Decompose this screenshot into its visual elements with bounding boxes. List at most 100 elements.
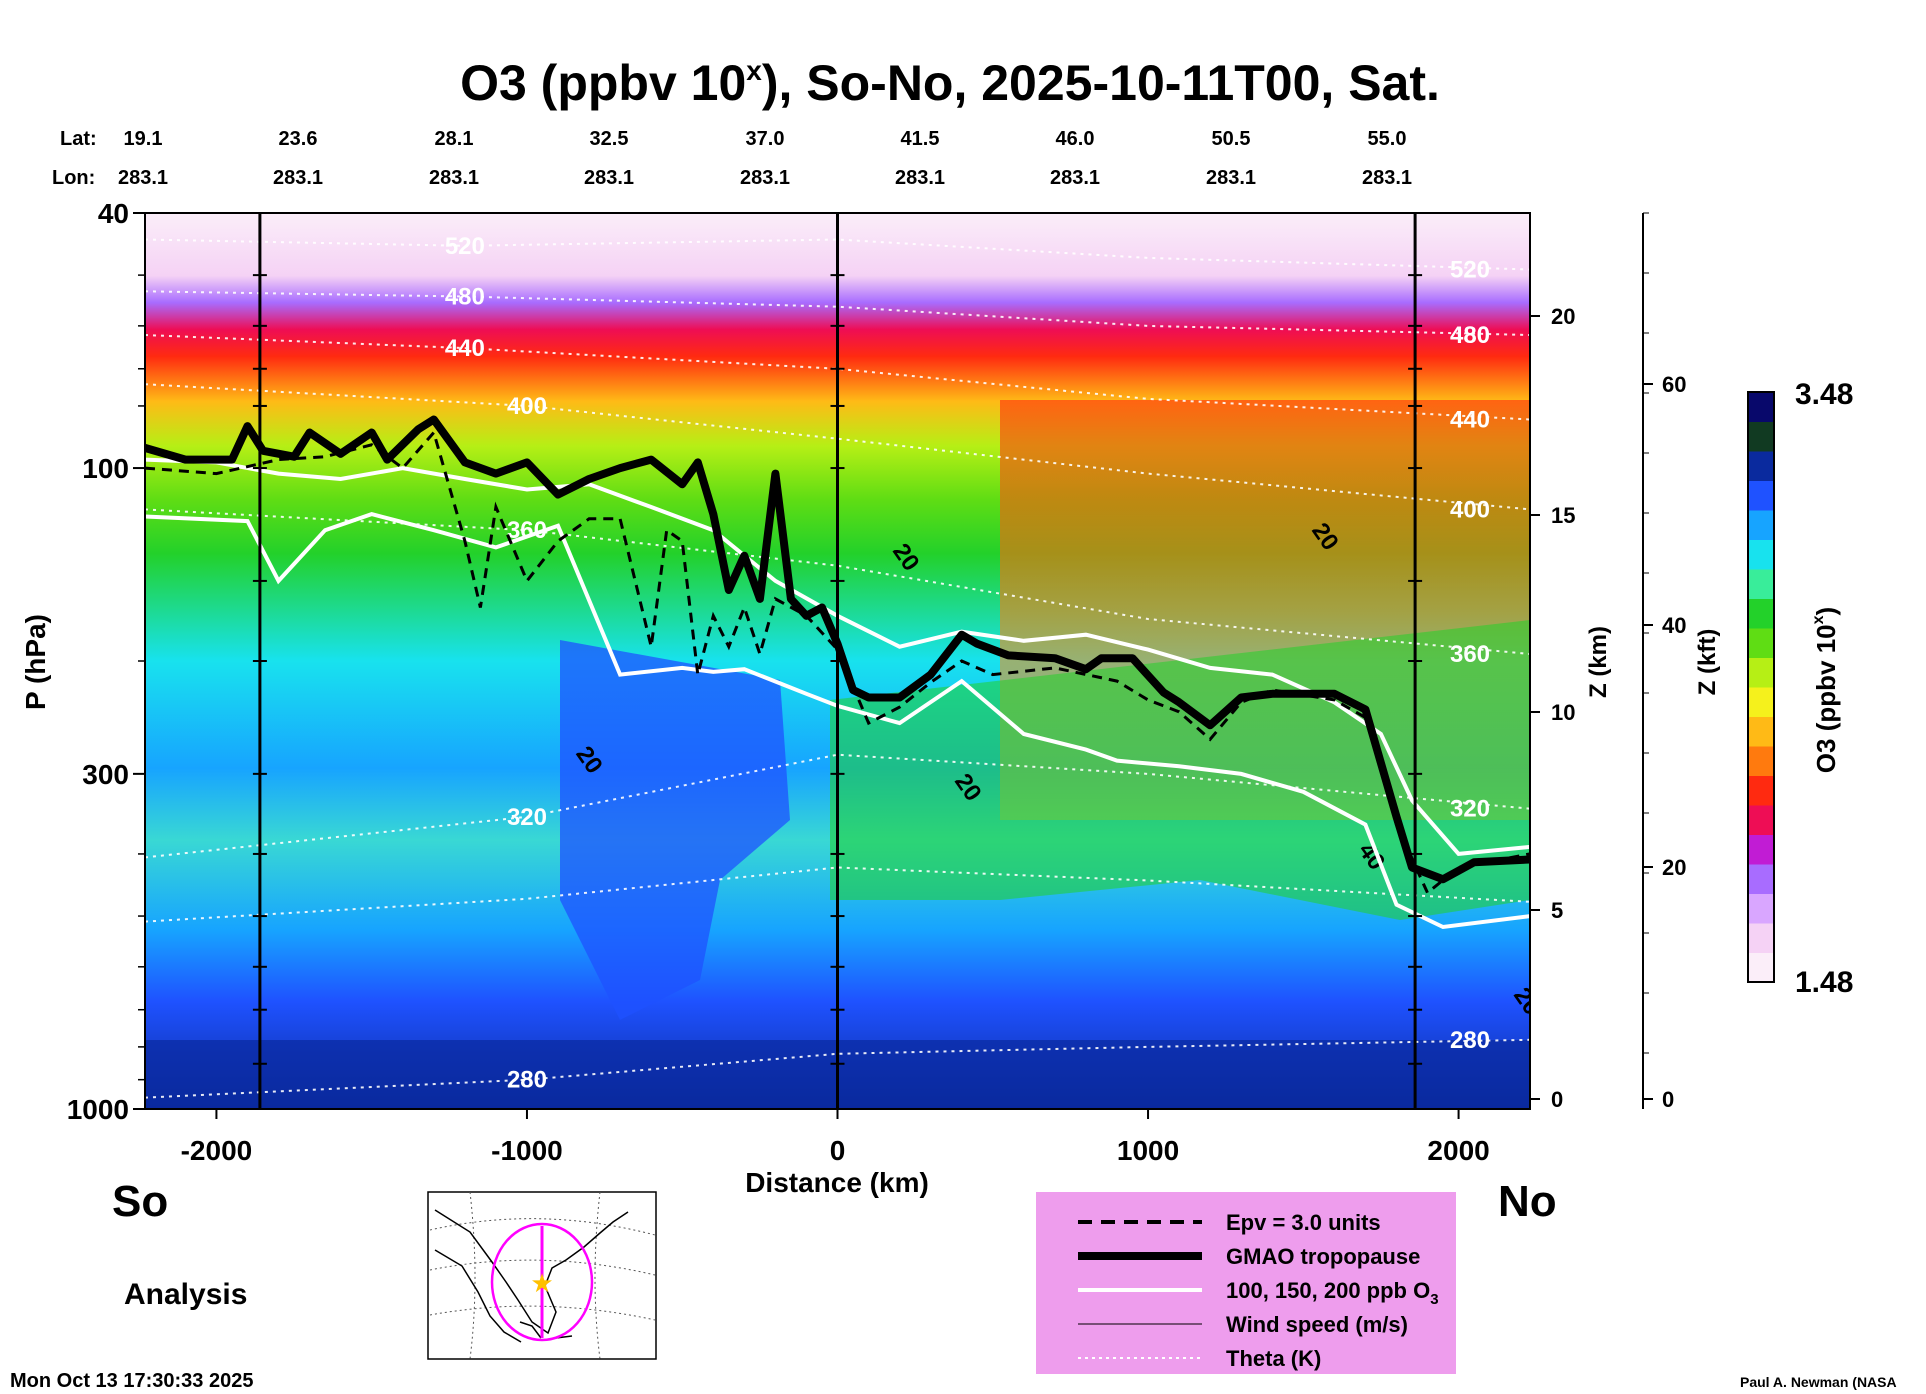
- colorbar-segment: [1748, 687, 1774, 717]
- lon-tick-label: 283.1: [118, 167, 168, 189]
- lon-tick-label: 283.1: [1206, 167, 1256, 189]
- colorbar-segment: [1748, 864, 1774, 894]
- inset-coastline: [434, 1209, 629, 1343]
- lon-tick-label: 283.1: [895, 167, 945, 189]
- z-kft-tick-label: 0: [1662, 1087, 1674, 1112]
- lat-tick-label: 55.0: [1368, 128, 1407, 150]
- z-km-tick-label: 5: [1551, 898, 1563, 923]
- timestamp: Mon Oct 13 17:30:33 2025: [10, 1370, 253, 1392]
- lon-row-label: Lon:: [52, 167, 95, 189]
- colorbar-frame: [1747, 391, 1775, 983]
- theta-label: 480: [1450, 322, 1490, 349]
- lon-tick-label: 283.1: [584, 167, 634, 189]
- x-tick-label: 0: [830, 1135, 846, 1166]
- legend-ozone-subscript: 3: [1430, 1291, 1438, 1308]
- colorbar-segment: [1748, 510, 1774, 540]
- colorbar-segment: [1748, 923, 1774, 953]
- ozone-contour-line: [145, 512, 1530, 930]
- theta-label: 440: [1450, 407, 1490, 434]
- x-axis-label: Distance (km): [745, 1167, 929, 1198]
- z-kft-axis: 60 40 20 0: [1643, 212, 1686, 1112]
- ozone-contours: [145, 457, 1530, 930]
- legend-label: GMAO tropopause: [1226, 1244, 1420, 1269]
- colorbar-segment: [1748, 834, 1774, 865]
- theta-label: 520: [1450, 256, 1490, 283]
- tropopause-thick-line: [145, 415, 1530, 884]
- lat-row-label: Lat:: [60, 128, 97, 150]
- north-label: No: [1498, 1177, 1557, 1226]
- ozone-low-region: [560, 640, 790, 1020]
- theta-contour: [145, 508, 1530, 655]
- x-axis: -2000 -1000 0 1000 2000: [181, 1109, 1490, 1166]
- colorbar-max-label: 3.48: [1795, 378, 1853, 411]
- lat-tick-label: 19.1: [124, 128, 163, 150]
- colorbar-segment: [1748, 775, 1774, 806]
- legend-label: Wind speed (m/s): [1226, 1312, 1408, 1337]
- z-km-tick-label: 15: [1551, 503, 1575, 528]
- z-kft-tick-label: 20: [1662, 855, 1686, 880]
- theta-label: 400: [507, 393, 547, 420]
- colorbar-title: O3 (ppbv 10x): [1810, 607, 1841, 773]
- z-km-axis-label: Z (km): [1585, 626, 1612, 698]
- theta-contour: [145, 753, 1530, 859]
- lon-tick-label: 283.1: [1362, 167, 1412, 189]
- z-kft-tick-label: 60: [1662, 372, 1686, 397]
- pressure-axis: 40 100 300 1000: [67, 198, 145, 1125]
- theta-label: 320: [1450, 796, 1490, 823]
- epv-line: [145, 429, 1530, 896]
- theta-label: 280: [1450, 1027, 1490, 1054]
- p-tick-label: 1000: [67, 1094, 129, 1125]
- theta-label: 360: [1450, 641, 1490, 668]
- lon-tick-label: 283.1: [429, 167, 479, 189]
- theta-label: 320: [507, 804, 547, 831]
- south-label: So: [112, 1177, 168, 1226]
- theta-label: 480: [445, 284, 485, 311]
- colorbar-segment: [1748, 952, 1774, 983]
- inset-center-star-icon: ★: [530, 1268, 553, 1298]
- z-km-tick-label: 20: [1551, 304, 1575, 329]
- theta-label: 400: [1450, 496, 1490, 523]
- colorbar-segment: [1748, 657, 1774, 688]
- legend-label: Epv = 3.0 units: [1226, 1210, 1381, 1235]
- lat-tick-label: 32.5: [590, 128, 629, 150]
- lat-tick-label: 23.6: [279, 128, 318, 150]
- ozone-green-region: [830, 620, 1530, 920]
- colorbar-segment: [1748, 392, 1774, 422]
- chart-title: O3 (ppbv 10x), So-No, 2025-10-11T00, Sat…: [460, 55, 1440, 111]
- p-tick-label: 40: [98, 198, 129, 229]
- colorbar-segment: [1748, 893, 1774, 924]
- lat-tick-label: 41.5: [901, 128, 940, 150]
- colorbar-segment: [1748, 421, 1774, 452]
- p-tick-label: 100: [82, 453, 129, 484]
- colorbar: [1748, 392, 1774, 983]
- colorbar-segment: [1748, 539, 1774, 570]
- colorbar-segment: [1748, 451, 1774, 481]
- colorbar-min-label: 1.48: [1795, 966, 1853, 999]
- lat-tick-label: 50.5: [1212, 128, 1251, 150]
- colorbar-segment: [1748, 746, 1774, 776]
- legend-label: Theta (K): [1226, 1346, 1321, 1371]
- colorbar-segment: [1748, 569, 1774, 599]
- z-km-axis: 20 15 10 5 0: [1530, 304, 1575, 1112]
- lat-lon-tick-labels: 19.1 23.6 28.1 32.5 37.0 41.5 46.0 50.5 55.0 283.…: [118, 128, 1412, 189]
- theta-label: 520: [445, 233, 485, 260]
- colorbar-segment: [1748, 805, 1774, 835]
- lon-tick-label: 283.1: [1050, 167, 1100, 189]
- z-km-tick-label: 0: [1551, 1087, 1563, 1112]
- lat-tick-label: 37.0: [746, 128, 785, 150]
- inset-map: ★: [427, 1191, 657, 1360]
- colorbar-segment: [1748, 628, 1774, 658]
- analysis-label: Analysis: [124, 1278, 247, 1311]
- x-tick-label: -1000: [491, 1135, 563, 1166]
- epv-dashed-line: [145, 429, 1530, 896]
- x-tick-label: 1000: [1117, 1135, 1179, 1166]
- z-kft-tick-label: 40: [1662, 613, 1686, 638]
- theta-label: 280: [507, 1067, 547, 1094]
- inset-range-circle: [490, 1222, 594, 1342]
- lon-tick-label: 283.1: [273, 167, 323, 189]
- lon-tick-label: 283.1: [740, 167, 790, 189]
- colorbar-segment: [1748, 716, 1774, 747]
- lat-tick-label: 46.0: [1056, 128, 1095, 150]
